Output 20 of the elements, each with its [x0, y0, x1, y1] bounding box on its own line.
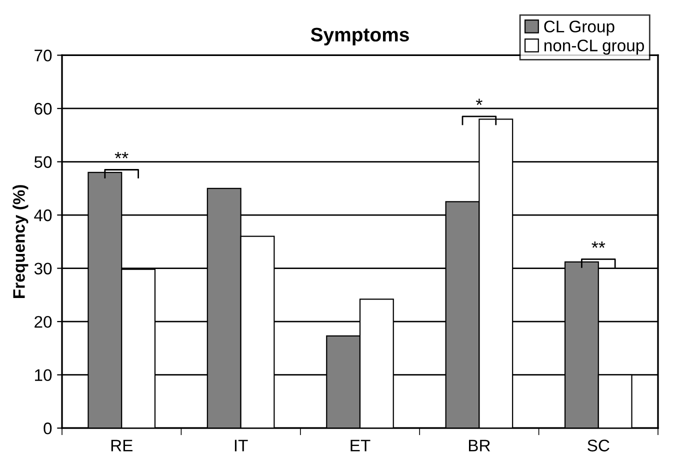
x-tick-label: IT	[234, 440, 248, 452]
legend-label: non-CL group	[544, 40, 644, 55]
x-tick-label: BR	[468, 440, 490, 452]
annotation: **	[592, 241, 606, 248]
y-tick-label: 30	[34, 262, 52, 274]
x-tick-label: RE	[111, 440, 132, 452]
annotation: *	[476, 98, 482, 106]
x-tick-label: SC	[588, 440, 610, 452]
y-tick-label: 20	[34, 316, 52, 328]
annotation: **	[114, 152, 128, 158]
x-tick-label: ET	[350, 440, 370, 452]
y-tick-label: 0	[44, 422, 52, 434]
y-tick-label: 50	[34, 156, 52, 168]
y-tick-label: 70	[34, 50, 52, 62]
y-axis-title: Frequency (%)	[12, 185, 28, 298]
legend-label: CL Group	[544, 20, 614, 36]
y-tick-label: 40	[34, 209, 52, 222]
y-tick-label: 60	[34, 102, 52, 115]
y-tick-label: 10	[35, 369, 52, 382]
chart-title: Symptoms	[310, 28, 409, 46]
